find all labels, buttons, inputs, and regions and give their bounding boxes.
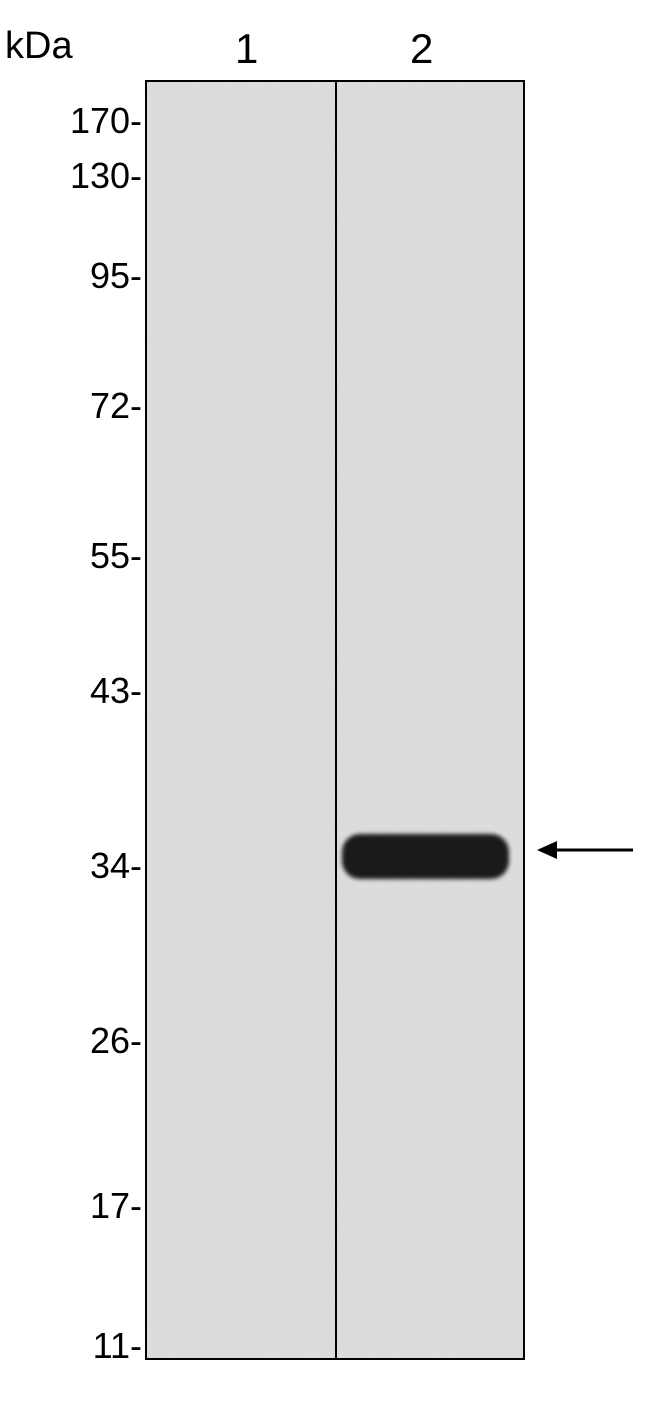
band-indicator-arrow: [535, 830, 635, 870]
marker-label-72: 72-: [90, 385, 142, 427]
marker-label-11: 11-: [93, 1325, 142, 1367]
marker-label-26: 26-: [90, 1020, 142, 1062]
marker-label-17: 17-: [90, 1185, 142, 1227]
marker-label-130: 130-: [70, 155, 142, 197]
marker-label-170: 170-: [70, 100, 142, 142]
axis-label-kda: kDa: [5, 25, 73, 68]
blot-membrane: [145, 80, 525, 1360]
western-blot-container: kDa 1 2 170- 130- 95- 72- 55- 43- 34- 26- 17- 11-: [0, 0, 650, 1401]
protein-band-lane-2: [342, 834, 509, 879]
marker-label-34: 34-: [90, 845, 142, 887]
marker-label-43: 43-: [90, 670, 142, 712]
lane-divider: [335, 82, 337, 1360]
marker-label-55: 55-: [90, 535, 142, 577]
lane-label-1: 1: [235, 25, 258, 73]
arrow-icon: [535, 830, 635, 870]
kda-text: kDa: [5, 25, 73, 67]
lane-label-2: 2: [410, 25, 433, 73]
marker-label-95: 95-: [90, 255, 142, 297]
